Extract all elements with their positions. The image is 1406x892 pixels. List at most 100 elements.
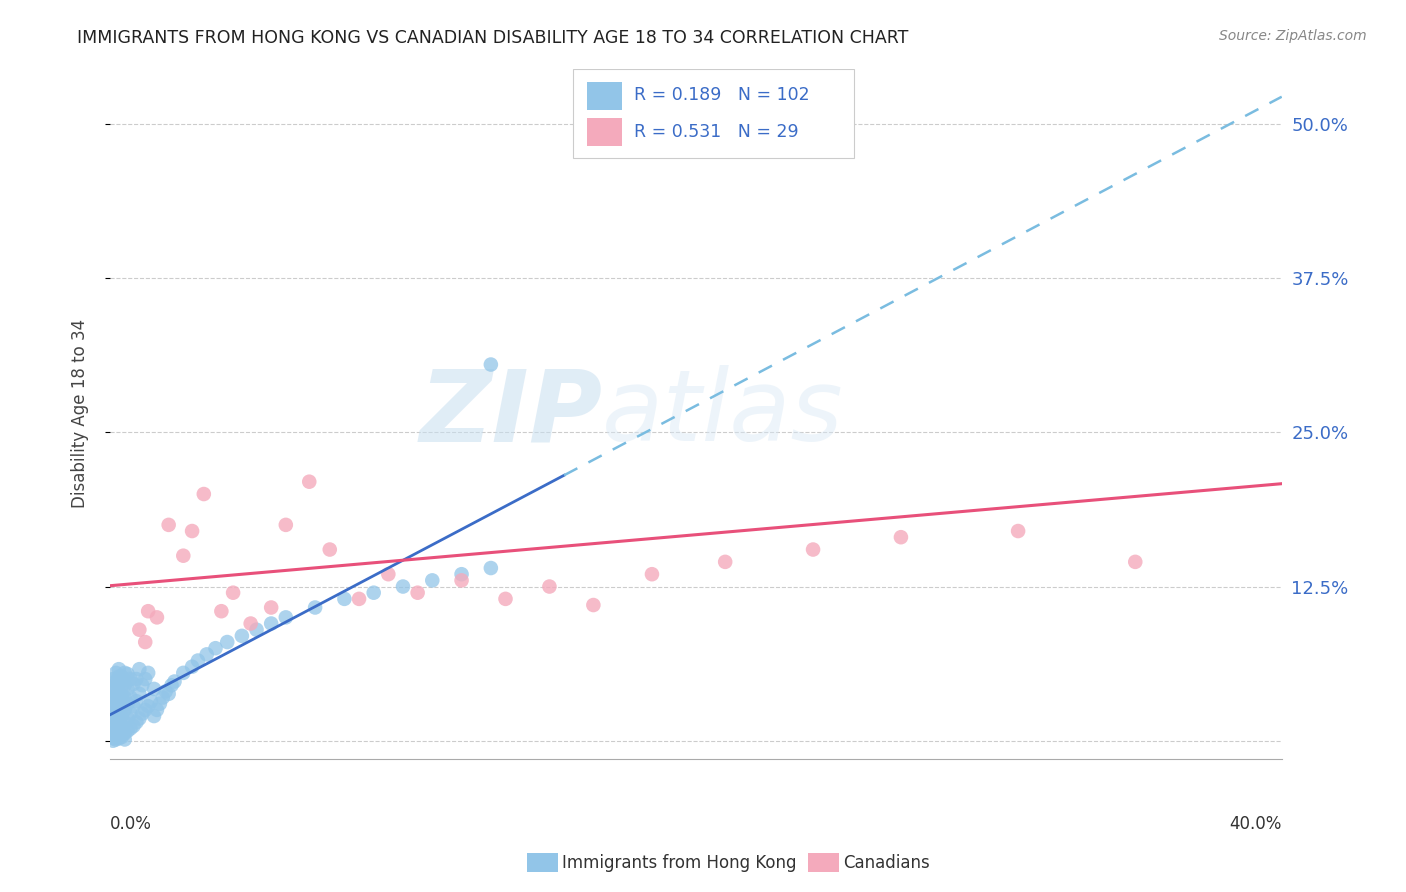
Point	[298, 475, 321, 489]
Point	[125, 715, 148, 730]
Point	[122, 699, 145, 714]
Point	[134, 635, 156, 649]
Point	[274, 610, 297, 624]
Point	[157, 517, 180, 532]
Point	[122, 719, 145, 733]
Point	[134, 703, 156, 717]
FancyBboxPatch shape	[572, 69, 853, 158]
Point	[108, 706, 131, 721]
Point	[125, 694, 148, 708]
Point	[157, 687, 180, 701]
Point	[117, 667, 139, 681]
Point	[104, 690, 127, 705]
Point	[245, 623, 267, 637]
Point	[114, 678, 136, 692]
Point	[120, 690, 142, 705]
Point	[108, 729, 131, 743]
Point	[101, 672, 124, 686]
Point	[128, 623, 150, 637]
Point	[187, 654, 209, 668]
Point	[131, 678, 153, 692]
Point	[134, 672, 156, 686]
Point	[101, 690, 124, 705]
Point	[120, 672, 142, 686]
Point	[101, 722, 124, 736]
Text: ZIP: ZIP	[419, 366, 602, 462]
Point	[104, 719, 127, 733]
Text: Immigrants from Hong Kong: Immigrants from Hong Kong	[562, 854, 797, 871]
Point	[101, 727, 124, 741]
Text: Canadians: Canadians	[844, 854, 931, 871]
Point	[117, 712, 139, 726]
Point	[222, 585, 245, 599]
Point	[146, 703, 169, 717]
Point	[363, 585, 385, 599]
Point	[111, 669, 134, 683]
Point	[801, 542, 824, 557]
Point	[108, 699, 131, 714]
Point	[450, 567, 472, 582]
Point	[260, 600, 283, 615]
Point	[204, 641, 226, 656]
Point	[136, 665, 159, 680]
Text: atlas: atlas	[602, 366, 844, 462]
Point	[347, 591, 370, 606]
Point	[146, 610, 169, 624]
Point	[1007, 524, 1029, 538]
Point	[890, 530, 912, 544]
Point	[231, 629, 253, 643]
Point	[479, 561, 502, 575]
Point	[108, 677, 131, 691]
Point	[101, 709, 124, 723]
Point	[195, 648, 218, 662]
Point	[274, 517, 297, 532]
Point	[108, 714, 131, 728]
Y-axis label: Disability Age 18 to 34: Disability Age 18 to 34	[72, 319, 89, 508]
Point	[163, 674, 186, 689]
Point	[114, 690, 136, 705]
Point	[392, 580, 415, 594]
Point	[104, 712, 127, 726]
Point	[108, 691, 131, 706]
Point	[111, 727, 134, 741]
Point	[104, 665, 127, 680]
Point	[101, 715, 124, 730]
Point	[239, 616, 262, 631]
Point	[217, 635, 239, 649]
Point	[125, 672, 148, 686]
Point	[131, 706, 153, 721]
Point	[111, 730, 134, 744]
Point	[406, 585, 429, 599]
Point	[108, 722, 131, 736]
Point	[111, 690, 134, 704]
Point	[128, 662, 150, 676]
Point	[114, 715, 136, 730]
Point	[479, 358, 502, 372]
Point	[104, 681, 127, 696]
Text: IMMIGRANTS FROM HONG KONG VS CANADIAN DISABILITY AGE 18 TO 34 CORRELATION CHART: IMMIGRANTS FROM HONG KONG VS CANADIAN DI…	[77, 29, 908, 46]
Point	[149, 697, 172, 711]
Point	[101, 703, 124, 717]
Point	[108, 669, 131, 683]
Point	[420, 574, 443, 588]
Point	[136, 699, 159, 714]
Point	[117, 697, 139, 711]
Point	[128, 712, 150, 726]
Point	[1123, 555, 1146, 569]
Point	[143, 709, 166, 723]
Point	[108, 662, 131, 676]
Point	[117, 681, 139, 696]
Point	[101, 684, 124, 698]
Point	[495, 591, 517, 606]
Point	[582, 598, 605, 612]
Point	[104, 706, 127, 721]
Point	[714, 555, 737, 569]
Point	[104, 699, 127, 714]
Point	[104, 674, 127, 689]
Point	[114, 726, 136, 740]
Point	[136, 604, 159, 618]
Point	[114, 665, 136, 680]
Point	[108, 731, 131, 746]
Point	[181, 524, 204, 538]
Point	[152, 690, 174, 705]
